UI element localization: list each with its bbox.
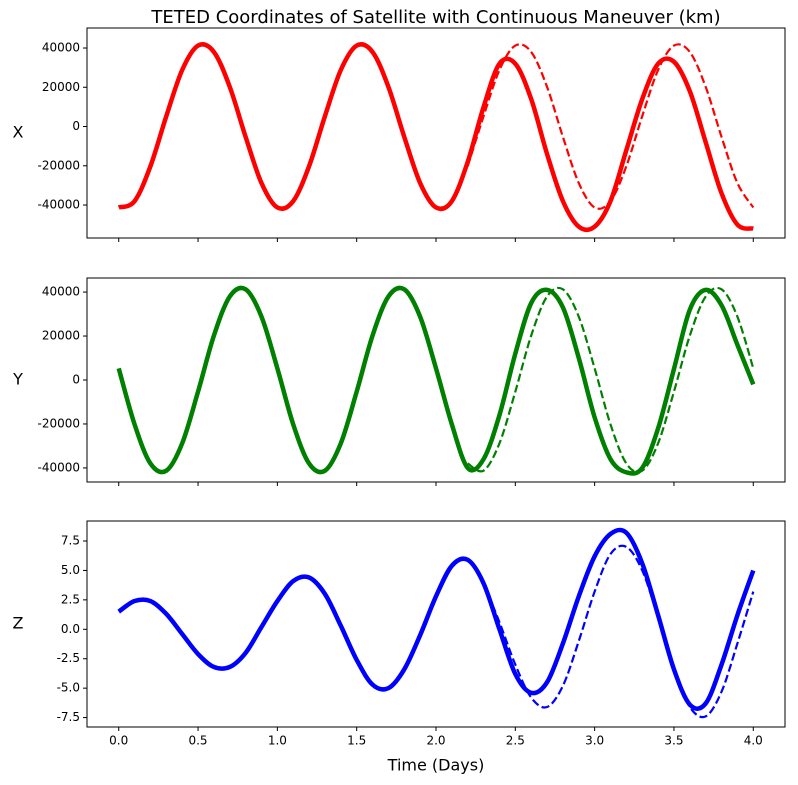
x-tick-label: 3.0	[585, 734, 604, 748]
x-tick-label: 0.0	[109, 734, 128, 748]
y-axis-label: X	[13, 123, 24, 142]
dashed-line	[482, 544, 755, 719]
x-tick-label: 1.5	[347, 734, 366, 748]
x-tick-label: 4.0	[744, 734, 763, 748]
y-tick-label: -20000	[37, 158, 80, 172]
y-tick-label: 7.5	[61, 534, 80, 548]
solid-line	[117, 42, 754, 233]
x-tick-label: 0.5	[188, 734, 207, 748]
x-tick-label: 3.5	[664, 734, 683, 748]
y-tick-label: -2.5	[57, 651, 80, 665]
chart-title: TETED Coordinates of Satellite with Cont…	[150, 7, 720, 28]
y-tick-label: 40000	[42, 285, 80, 299]
y-tick-label: -5.0	[57, 681, 80, 695]
solid-line	[116, 285, 756, 476]
x-tick-label: 2.5	[506, 734, 525, 748]
x-tick-label: 2.0	[426, 734, 445, 748]
y-tick-label: -40000	[37, 198, 80, 212]
solid-line	[117, 527, 756, 711]
x-tick-label: 1.0	[268, 734, 287, 748]
plot-frame	[86, 27, 786, 239]
y-tick-label: 0.0	[61, 622, 80, 636]
x-axis-label: Time (Days)	[387, 756, 485, 775]
y-tick-label: 40000	[42, 41, 80, 55]
y-tick-label: 0	[72, 119, 80, 133]
y-axis-label: Z	[13, 614, 24, 633]
y-axis-label: Y	[12, 370, 23, 389]
dashed-line	[466, 43, 755, 210]
y-tick-label: 0	[72, 373, 80, 387]
plot-frame	[86, 520, 786, 728]
y-tick-label: 2.5	[61, 592, 80, 606]
y-tick-label: 20000	[42, 80, 80, 94]
y-tick-label: -20000	[37, 416, 80, 430]
dashed-line	[467, 286, 755, 474]
y-tick-label: -7.5	[57, 710, 80, 724]
y-tick-label: -40000	[37, 460, 80, 474]
y-tick-label: 5.0	[61, 563, 80, 577]
y-tick-label: 20000	[42, 329, 80, 343]
plot-frame	[86, 277, 786, 483]
